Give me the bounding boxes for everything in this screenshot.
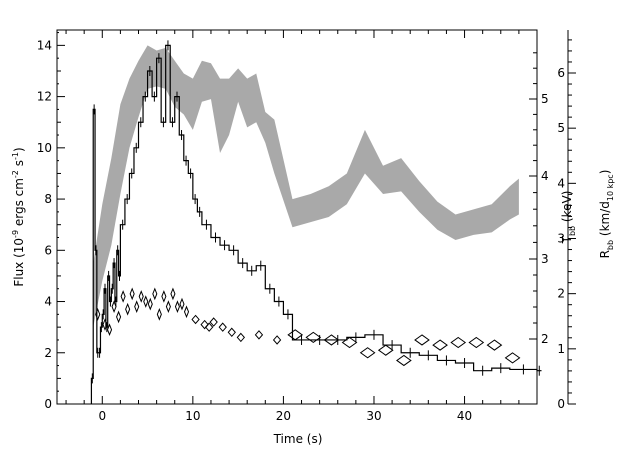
radius-diamond [134,300,140,314]
y-tick-label: 14 [37,38,52,52]
temperature-tick-label: 4 [541,169,549,183]
temperature-tick-label: 5 [541,92,549,106]
radius-diamond [486,339,503,351]
radius-tick-label: 2 [557,287,565,301]
x-tick-label: 20 [276,409,291,423]
radius-diamond [272,335,282,345]
radius-diamond [204,322,214,332]
radius-diamond [396,354,412,367]
radius-diamond [179,297,185,311]
radius-diamond [174,300,180,314]
radius-diamond [218,322,227,332]
radius-tick-label: 5 [557,121,565,135]
radius-diamond [191,314,200,325]
radius-diamond [236,332,246,343]
radius-diamond [209,317,218,327]
plot-frame [56,29,538,405]
y-tick-label: 6 [44,243,52,257]
radius-tick-label: 0 [557,397,565,411]
radius-diamond [504,352,521,364]
radius-diamond [200,319,209,330]
y-tick-label: 4 [44,295,52,309]
radius-diamond [111,300,117,314]
x-tick-label: 40 [457,409,472,423]
y-axis-label-radius: Rbb (km/d10 kpc) [598,170,615,259]
radius-diamond [287,329,304,341]
radius-diamond [156,307,162,321]
radius-diamond [147,297,153,311]
temperature-band [93,45,519,328]
y-tick-label: 0 [44,397,52,411]
diamond-layer [95,287,521,367]
radius-diamond [106,323,113,337]
radius-diamond [359,347,376,359]
y-tick-label: 2 [44,346,52,360]
radius-diamond [377,344,394,356]
radius-diamond [468,336,485,349]
radius-diamond [143,295,149,308]
y-tick-label: 10 [37,141,52,155]
x-tick-label: 10 [185,409,200,423]
radius-diamond [165,300,171,314]
radius-diamond [95,307,101,321]
x-tick-label: 0 [98,409,106,423]
radius-diamond [432,339,448,351]
radius-diamond [129,287,135,301]
radius-tick-label: 6 [557,66,565,80]
radius-diamond [120,290,126,303]
histogram-layer [90,40,542,404]
radius-diamond [170,287,176,301]
band-layer [93,45,519,328]
radius-diamond [227,327,236,338]
x-axis-label: Time (s) [273,432,323,446]
y-axis-label-flux: Flux (10-9 ergs cm-2 s-1) [11,147,26,286]
radius-diamond [254,330,264,340]
radius-diamond [305,331,322,344]
y-axis-label-temperature: Tbb (keV) [560,191,577,245]
x-tick-label: 30 [366,409,381,423]
radius-diamond [102,318,108,331]
temperature-tick-label: 3 [541,252,549,266]
radius-diamond [116,310,122,324]
radius-diamond [323,334,340,346]
radius-diamond [161,290,167,303]
radius-tick-label: 4 [557,176,565,190]
radius-diamond [183,305,190,319]
radius-diamond [125,302,131,316]
radius-tick-label: 1 [557,342,565,356]
radius-diamond [341,336,358,349]
radius-tick-label: 3 [557,232,565,246]
radius-diamond [152,287,158,301]
radius-diamond [414,334,430,346]
radius-diamond [138,290,144,303]
y-tick-label: 12 [37,90,52,104]
y-tick-label: 8 [44,192,52,206]
radius-diamond [450,336,467,349]
temperature-tick-label: 2 [541,332,549,346]
